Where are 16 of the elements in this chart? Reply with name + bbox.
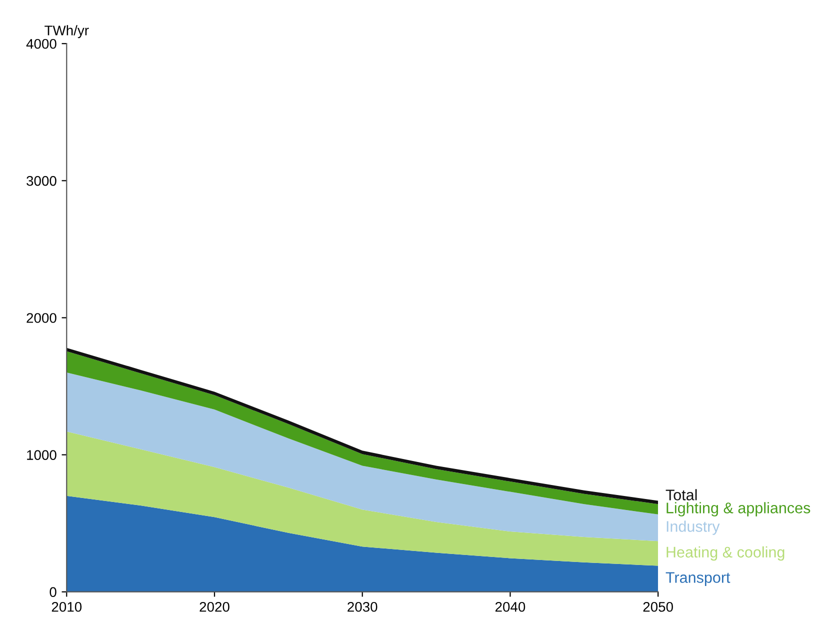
x-tick-label: 2010	[52, 602, 82, 612]
y-axis-title: TWh/yr	[44, 25, 89, 38]
x-tick-label: 2020	[200, 602, 230, 612]
series-label: Transport	[666, 572, 730, 586]
x-tick-label: 2030	[348, 602, 378, 612]
series-label: Industry	[666, 520, 720, 535]
x-tick-label: 2040	[495, 602, 526, 612]
y-tick-label: 2000	[26, 313, 56, 323]
y-tick-label: 1000	[27, 450, 56, 460]
series-label: Lighting & appliances	[666, 502, 810, 516]
series-label: Total	[666, 489, 697, 500]
series-label: Heating & cooling	[666, 546, 784, 561]
y-tick-label: 3000	[26, 176, 56, 186]
x-tick-label: 2050	[643, 602, 673, 612]
y-tick-label: 4000	[26, 38, 56, 49]
y-tick-label: 0	[50, 587, 56, 598]
